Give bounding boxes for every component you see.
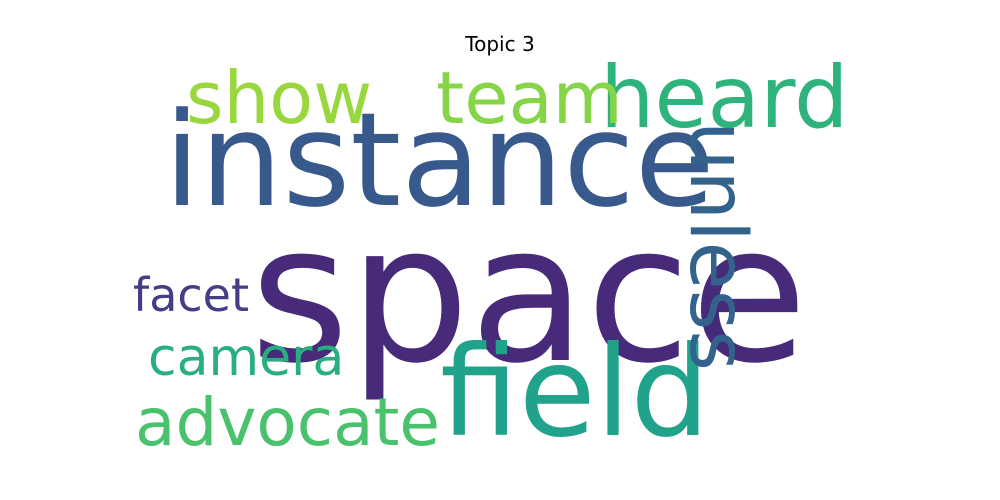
- word-instance: instance: [164, 84, 715, 236]
- word-advocate: advocate: [135, 384, 440, 461]
- word-facet: facet: [133, 268, 250, 322]
- word-show: show: [186, 56, 373, 140]
- figure-title: Topic 3: [465, 32, 535, 56]
- word-field: field: [440, 320, 710, 465]
- word-unless: unless: [671, 121, 762, 371]
- word-team: team: [436, 56, 623, 140]
- word-camera: camera: [148, 328, 345, 388]
- word-space: space: [250, 184, 808, 405]
- word-heard: heard: [600, 48, 849, 148]
